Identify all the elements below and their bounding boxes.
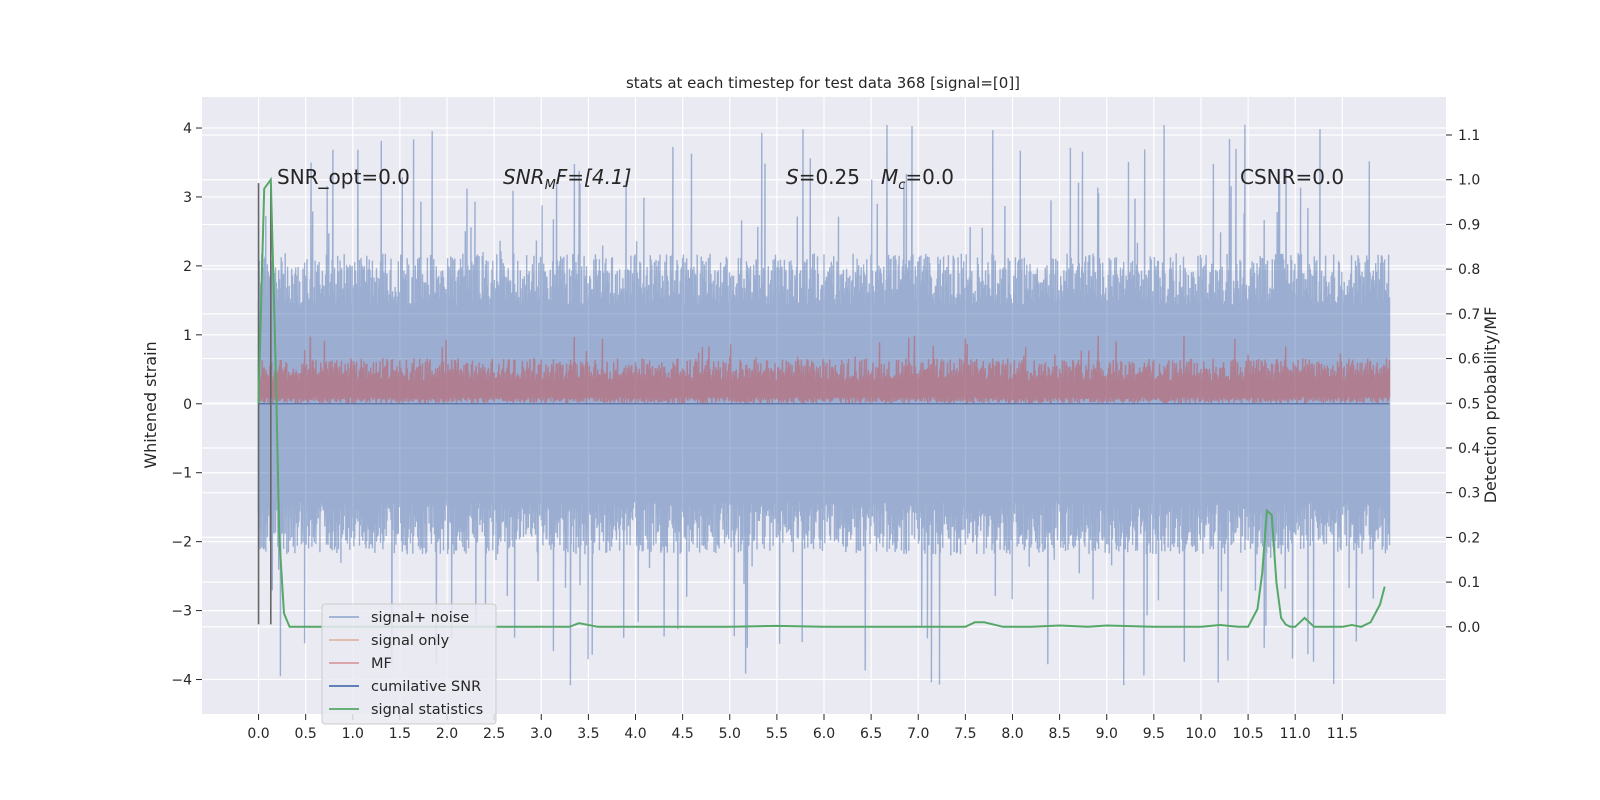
annotation-snr-mf-main: SNR [503, 165, 545, 189]
y-right-tick-label: 0.1 [1458, 575, 1480, 591]
y-tick-label: 2 [183, 259, 192, 275]
y-right-tick-label: 0.8 [1458, 262, 1480, 278]
annotation-snr-mf-sub: M [545, 178, 556, 193]
annotation-snr-mf: SNRMF=[4.1] [503, 165, 631, 193]
legend-item-signal-plus-noise: signal+ noise [329, 610, 469, 626]
annotation-mc-sub: c [898, 178, 905, 193]
legend-label-signal-statistics: signal statistics [371, 702, 483, 718]
y-right-tick-label: 0.0 [1458, 620, 1480, 636]
x-tick-label: 7.0 [907, 726, 929, 742]
annotation-mc-rest: =0.0 [905, 165, 954, 189]
y-right-tick-label: 0.7 [1458, 307, 1480, 323]
y-right-tick-label: 0.2 [1458, 530, 1480, 546]
y-axis-right-label: Detection probability/MF [1481, 307, 1500, 504]
y-axis-left-ticks: 4 3 2 1 0 −1 −2 −3 −4 [171, 121, 202, 689]
x-tick-label: 1.0 [342, 726, 364, 742]
legend-label-mf: MF [371, 656, 392, 672]
x-tick-label: 9.5 [1143, 726, 1165, 742]
y-right-tick-label: 0.5 [1458, 396, 1480, 412]
annotation-s-main: S [786, 165, 799, 189]
x-tick-label: 6.5 [860, 726, 882, 742]
y-tick-label: 1 [183, 328, 192, 344]
x-axis-ticks: 0.0 0.5 1.0 1.5 2.0 2.5 3.0 3.5 4.0 4.5 5.0 5.5 6.0 6… [247, 714, 1358, 742]
series-mf [257, 335, 1391, 404]
y-right-tick-label: 0.6 [1458, 352, 1480, 368]
annotation-snr-opt: SNR_opt=0.0 [277, 165, 410, 189]
x-tick-label: 8.0 [1001, 726, 1023, 742]
y-tick-label: 4 [183, 121, 192, 137]
y-tick-label: −2 [171, 535, 192, 551]
x-tick-label: 2.0 [436, 726, 458, 742]
x-tick-label: 9.0 [1096, 726, 1118, 742]
legend: signal+ noise signal only MF cumilative … [321, 603, 497, 725]
y-tick-label: −4 [171, 673, 192, 689]
legend-label-signal-only: signal only [371, 633, 450, 649]
x-tick-label: 7.5 [954, 726, 976, 742]
x-tick-label: 3.5 [577, 726, 599, 742]
annotation-csnr: CSNR=0.0 [1240, 165, 1344, 189]
y-axis-label: Whitened strain [141, 341, 160, 468]
x-tick-label: 2.5 [483, 726, 505, 742]
x-tick-label: 11.5 [1327, 726, 1358, 742]
x-tick-label: 5.5 [766, 726, 788, 742]
legend-label-signal-plus-noise: signal+ noise [371, 610, 469, 626]
y-right-tick-label: 1.0 [1458, 173, 1480, 189]
x-tick-label: 5.0 [719, 726, 741, 742]
annotation-s-rest: =0.25 [799, 165, 860, 189]
annotation-s: S=0.25 [786, 165, 860, 189]
x-tick-label: 4.0 [624, 726, 646, 742]
y-tick-label: 3 [183, 190, 192, 206]
y-axis-right-ticks: 1.1 1.0 0.9 0.8 0.7 0.6 0.5 0.4 0.3 0.2 0.1 0.0 [1446, 128, 1480, 636]
x-tick-label: 0.0 [247, 726, 269, 742]
x-tick-label: 10.5 [1233, 726, 1264, 742]
x-tick-label: 0.5 [295, 726, 317, 742]
annotation-mc-main: M [881, 165, 898, 189]
x-tick-label: 10.0 [1185, 726, 1216, 742]
x-tick-label: 11.0 [1280, 726, 1311, 742]
x-tick-label: 3.0 [530, 726, 552, 742]
x-tick-label: 1.5 [389, 726, 411, 742]
legend-item-cumilative-snr: cumilative SNR [329, 679, 481, 695]
legend-item-signal-statistics: signal statistics [329, 702, 483, 718]
y-right-tick-label: 1.1 [1458, 128, 1480, 144]
legend-box [321, 603, 497, 725]
y-tick-label: −3 [171, 604, 192, 620]
y-right-tick-label: 0.4 [1458, 441, 1480, 457]
chart-title: stats at each timestep for test data 368… [626, 74, 1020, 92]
legend-label-cumilative-snr: cumilative SNR [371, 679, 481, 695]
x-tick-label: 4.5 [672, 726, 694, 742]
annotation-mc: Mc=0.0 [881, 165, 954, 193]
y-right-tick-label: 0.3 [1458, 486, 1480, 502]
x-tick-label: 8.5 [1048, 726, 1070, 742]
y-right-tick-label: 0.9 [1458, 217, 1480, 233]
annotation-snr-mf-rest: F=[4.1] [556, 165, 632, 189]
legend-item-signal-only: signal only [329, 633, 450, 649]
legend-item-mf: MF [329, 656, 392, 672]
x-tick-label: 6.0 [813, 726, 835, 742]
y-tick-label: 0 [183, 397, 192, 413]
y-tick-label: −1 [171, 466, 192, 482]
